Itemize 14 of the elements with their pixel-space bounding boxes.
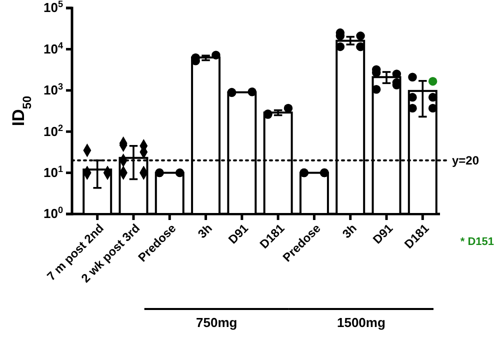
x-tick-label: D91 — [370, 220, 396, 247]
y-tick-label: 10$^{5}$ — [43, 0, 63, 16]
text: 750mg — [196, 315, 238, 330]
text: 1500mg — [336, 315, 386, 330]
x-tick-label: 3h — [340, 221, 360, 241]
x-tick-label: 3h — [195, 221, 215, 241]
y-tick-label: 10$^{0}$ — [43, 205, 63, 222]
ref-line-label: y=20 — [452, 154, 480, 168]
y-tick-label: 10$^{2}$ — [43, 122, 63, 139]
y-tick-label: 10$^{3}$ — [43, 82, 63, 98]
y-tick-label: 10$^{4}$ — [43, 40, 64, 56]
text: * D151 — [460, 236, 494, 248]
y-tick-label: 10$^{1}$ — [43, 164, 63, 180]
x-tick-label: D91 — [226, 220, 252, 247]
